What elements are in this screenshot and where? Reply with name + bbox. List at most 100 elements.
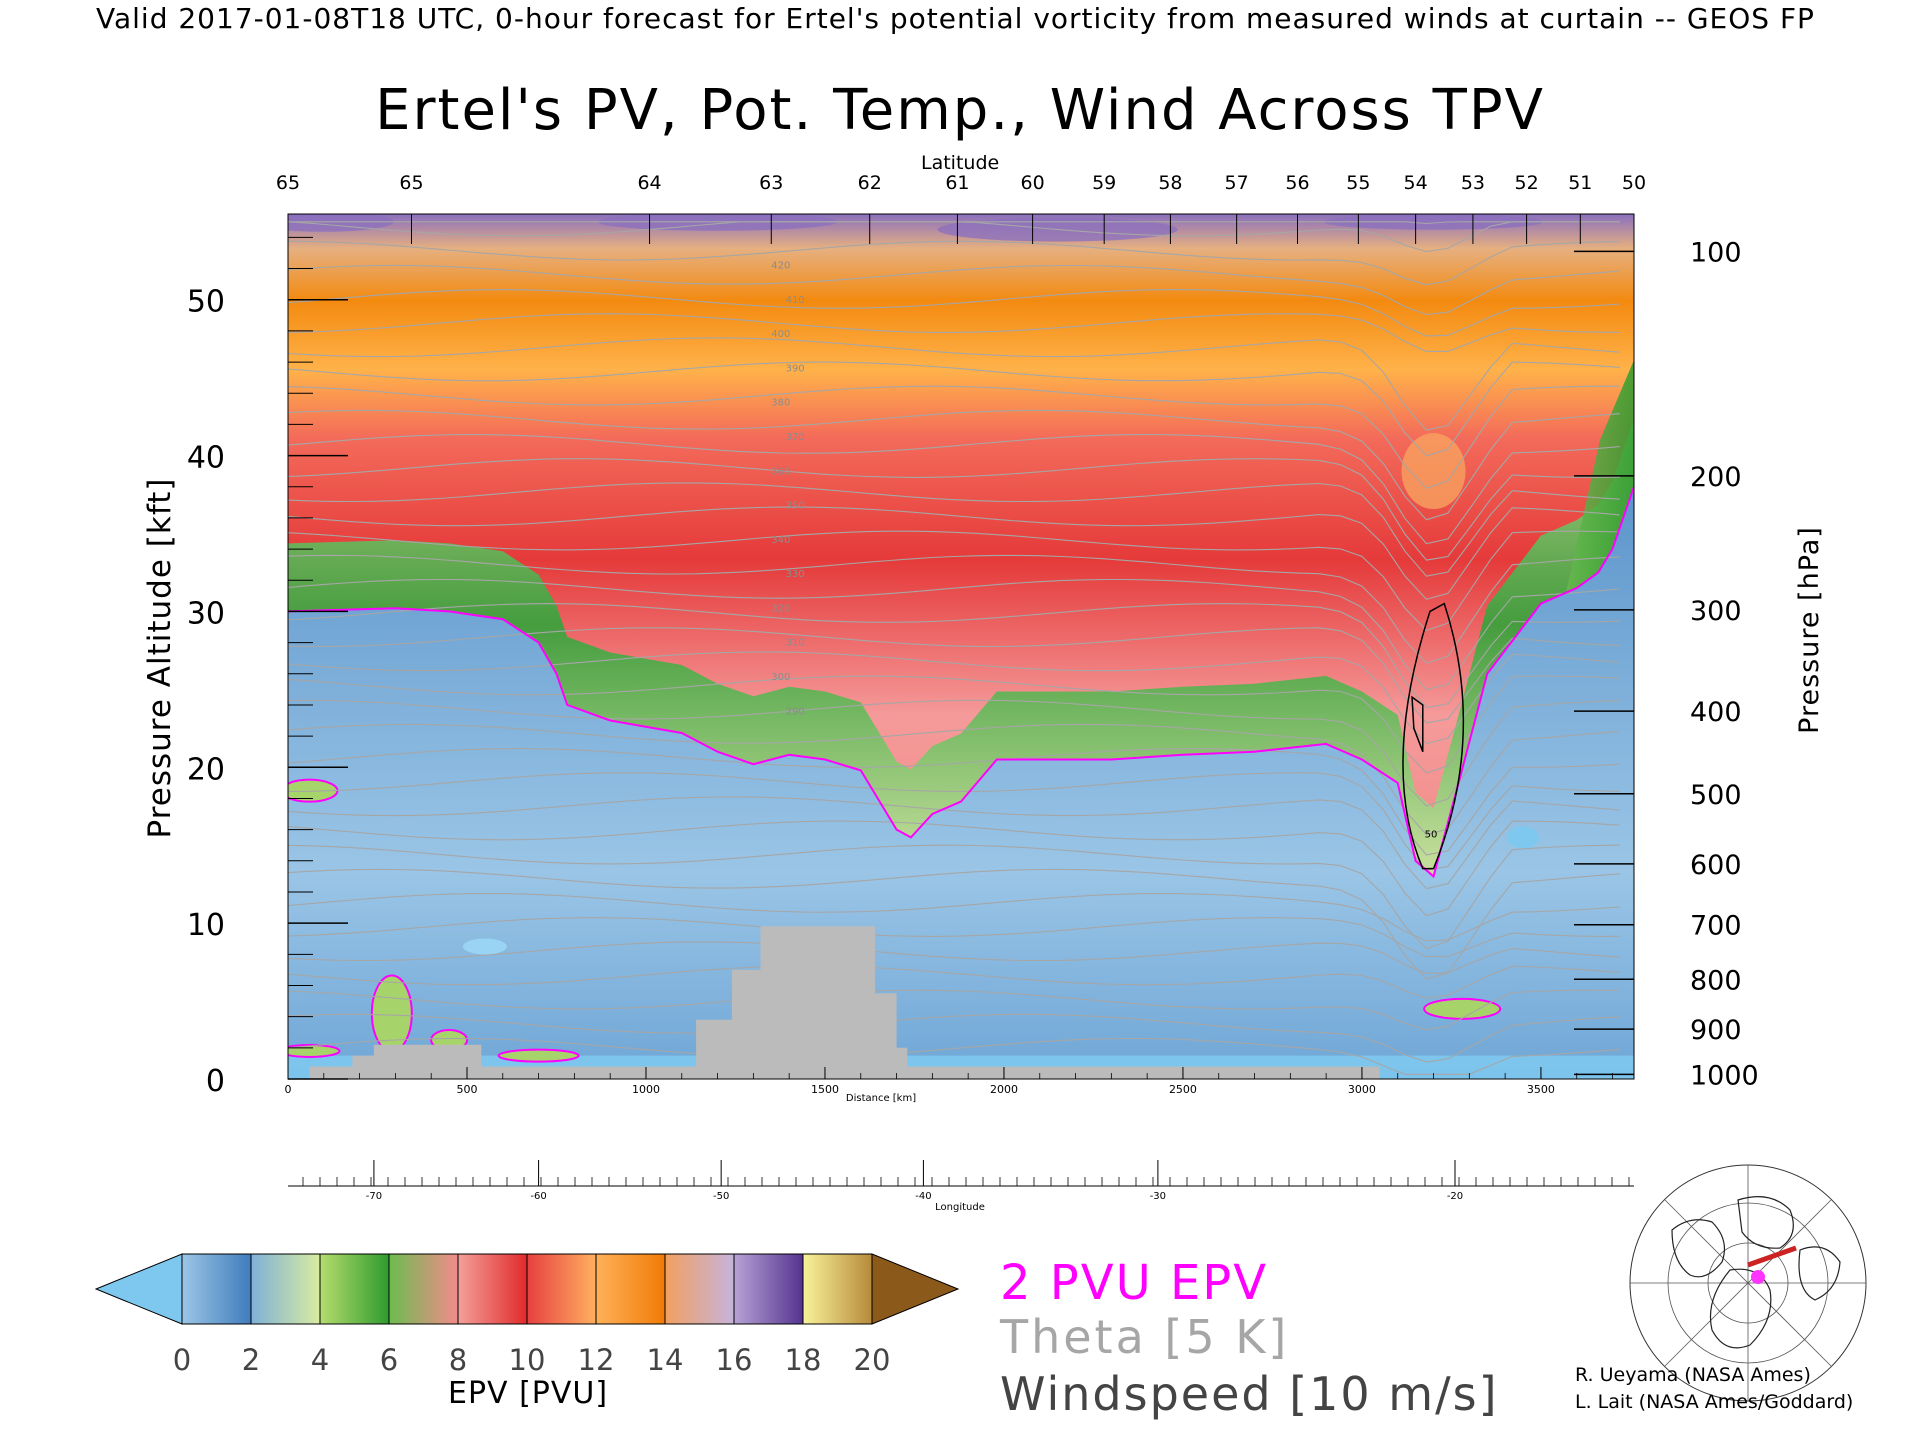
low-level-pv-blob (497, 1048, 580, 1063)
theta-contour-line (288, 868, 1620, 980)
pressure-tick-label: 500 (1690, 780, 1742, 811)
latitude-tick-label: 60 (1021, 172, 1045, 194)
theta-contour-label: 320 (771, 603, 790, 614)
y-tick-label: 10 (187, 908, 225, 943)
curtain-track (1747, 1245, 1797, 1268)
credit-line-1: R. Ueyama (NASA Ames) (1575, 1364, 1811, 1386)
theta-contour-label: 390 (786, 363, 805, 374)
low-level-pv-blob (1423, 997, 1502, 1020)
x-tick-label: 3500 (1527, 1083, 1555, 1096)
colorbar-tick-label: 10 (509, 1343, 546, 1377)
pressure-tick-label: 200 (1690, 462, 1742, 493)
legend-windspeed-contour: Windspeed [10 m/s] (1000, 1367, 1499, 1421)
latitude-tick-label: 55 (1346, 172, 1370, 194)
theta-contour-line (288, 989, 1620, 1031)
colorbar-tick-label: 16 (716, 1343, 753, 1377)
longitude-tick-label: -50 (713, 1191, 729, 1202)
pressure-tick-label: 100 (1690, 237, 1742, 268)
theta-contour-label: 350 (786, 501, 805, 512)
theta-contour-line (288, 1037, 1620, 1075)
theta-contour-line (288, 651, 1620, 745)
theta-contour-line (288, 1013, 1620, 1063)
theta-contour-line (288, 530, 1620, 632)
latitude-tick-label: 64 (637, 172, 661, 194)
terrain-profile (288, 926, 1634, 1079)
colorbar-over-arrow (871, 1253, 960, 1325)
theta-contour-line (288, 433, 1620, 545)
legend-theta-contour: Theta [5 K] (1000, 1310, 1290, 1364)
theta-contour-line (288, 361, 1620, 457)
credit-line-2: L. Lait (NASA Ames/Goddard) (1575, 1391, 1854, 1413)
theta-contour-line (288, 409, 1620, 521)
theta-contour-label: 300 (771, 672, 790, 683)
colorbar-band (803, 1254, 872, 1324)
latitude-tick-label: 52 (1515, 172, 1539, 194)
pressure-tick-label: 300 (1690, 596, 1742, 627)
colorbar-label: EPV [PVU] (448, 1376, 609, 1411)
colorbar-under-arrow (94, 1253, 183, 1325)
latitude-tick-label: 62 (858, 172, 882, 194)
pressure-tick-label: 400 (1690, 697, 1742, 728)
longitude-tick-label: -20 (1447, 1191, 1463, 1202)
theta-contour-line (288, 578, 1620, 691)
colorbar-tick-label: 18 (785, 1343, 822, 1377)
theta-contours (288, 221, 1620, 1075)
colorbar-band (251, 1254, 320, 1324)
windspeed-contour (1402, 602, 1465, 870)
low-pv-patch (462, 938, 507, 955)
windspeed-contour-label: 50 (1425, 829, 1438, 840)
y-tick-label: 0 (206, 1064, 225, 1099)
pressure-tick-label: 700 (1690, 911, 1742, 942)
chart-title: Ertel's PV, Pot. Temp., Wind Across TPV (375, 78, 1545, 143)
troposphere-pv-field (288, 486, 1634, 1079)
longitude-tick-label: -30 (1150, 1191, 1166, 1202)
colorbar-band (596, 1254, 665, 1324)
high-pv-patch (597, 214, 838, 231)
latitude-tick-label: 65 (399, 172, 423, 194)
theta-contour-line (288, 458, 1620, 561)
y-axis-label-pressure: Pressure [hPa] (1794, 526, 1825, 734)
x-tick-label: 1500 (811, 1083, 839, 1096)
y-tick-label: 30 (187, 596, 225, 631)
longitude-tick-label: -70 (366, 1191, 382, 1202)
colorbar-band (527, 1254, 596, 1324)
theta-contour-label: 290 (786, 706, 805, 717)
colorbar-tick-label: 4 (311, 1343, 329, 1377)
theta-contour-label: 410 (786, 295, 805, 306)
x-tick-label: 2000 (990, 1083, 1018, 1096)
colorbar-tick-label: 14 (647, 1343, 684, 1377)
theta-contour-line (288, 772, 1620, 871)
pressure-tick-label: 600 (1690, 850, 1742, 881)
theta-contour-line (288, 554, 1620, 664)
theta-contour-line (288, 892, 1620, 942)
pressure-tick-label: 800 (1690, 965, 1742, 996)
colorbar-band (458, 1254, 527, 1324)
colorbar-band (665, 1254, 734, 1324)
theta-contour-label: 310 (786, 638, 805, 649)
tpv-core-patch (1401, 433, 1466, 510)
colorbar-tick-label: 2 (242, 1343, 260, 1377)
theta-contour-line (288, 506, 1620, 600)
x-tick-label: 0 (285, 1083, 292, 1096)
theta-contour-line (288, 385, 1620, 489)
latitude-tick-label: 58 (1158, 172, 1182, 194)
legend-pv-contour: 2 PVU EPV (1000, 1255, 1269, 1311)
theta-contour-line (288, 482, 1620, 577)
theta-contour-line (288, 264, 1620, 316)
map-inset (1629, 1164, 1867, 1402)
theta-contour-label: 370 (786, 432, 805, 443)
latitude-tick-label: 56 (1285, 172, 1309, 194)
theta-contour-label: 380 (771, 398, 790, 409)
x-tick-label: 500 (456, 1083, 477, 1096)
y-axis-label-altitude: Pressure Altitude [kft] (142, 478, 178, 839)
theta-contour-line (288, 289, 1620, 337)
y-tick-label: 40 (187, 441, 225, 476)
pv-green-transition-band (288, 418, 1634, 877)
theta-contour-label: 420 (771, 261, 790, 272)
y-tick-label: 50 (187, 285, 225, 320)
valid-time-header: Valid 2017-01-08T18 UTC, 0-hour forecast… (96, 2, 1815, 35)
theta-contour-line (288, 313, 1620, 352)
high-pv-patch (288, 214, 394, 232)
theta-contour-line (288, 675, 1620, 774)
theta-contour-line (288, 748, 1620, 856)
